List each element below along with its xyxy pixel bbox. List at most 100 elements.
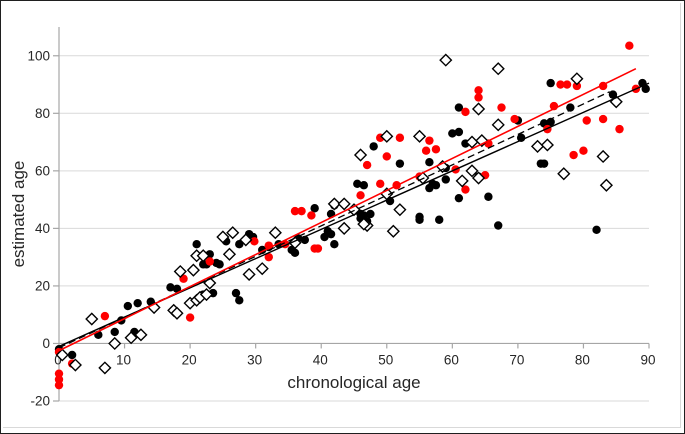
x-tick-label: 90 <box>640 352 655 367</box>
data-point-open-diamond <box>465 164 479 178</box>
data-point-red-circle <box>313 244 323 253</box>
data-point-red-circle <box>572 81 582 91</box>
data-point-black-circle <box>172 284 182 293</box>
data-point-black-circle <box>310 204 319 213</box>
data-point-black-circle <box>546 78 555 88</box>
data-point-black-circle <box>192 240 201 249</box>
data-point-red-circle <box>54 375 64 384</box>
data-point-open-diamond <box>173 264 187 279</box>
data-point-black-circle <box>484 192 493 201</box>
data-point-red-circle <box>474 93 483 102</box>
data-point-black-circle <box>359 181 369 190</box>
data-point-black-circle <box>454 193 464 203</box>
data-point-open-diamond <box>596 149 610 164</box>
data-point-open-diamond <box>239 233 253 247</box>
data-point-open-diamond <box>393 203 407 217</box>
data-point-black-circle <box>290 248 300 258</box>
data-point-red-circle <box>307 211 316 220</box>
data-point-red-circle <box>461 185 470 194</box>
data-point-open-diamond <box>471 102 486 116</box>
data-point-black-circle <box>215 260 224 269</box>
data-point-black-circle <box>166 283 175 292</box>
data-point-open-diamond <box>108 336 122 351</box>
data-point-black-circle <box>454 103 464 112</box>
data-point-black-circle <box>454 127 464 137</box>
data-point-red-circle <box>598 114 608 124</box>
data-point-red-circle <box>356 191 365 200</box>
x-tick-label: 70 <box>509 352 524 367</box>
data-point-black-circle <box>231 288 241 298</box>
y-tick-label: 80 <box>35 106 50 121</box>
data-point-black-circle <box>123 301 133 311</box>
data-point-red-circle <box>382 152 391 161</box>
data-point-open-diamond <box>134 328 148 342</box>
data-point-open-diamond <box>337 197 351 211</box>
data-point-open-diamond <box>85 312 99 326</box>
y-tick-label: 60 <box>35 163 50 178</box>
trendline-red-solid-regression <box>58 67 637 352</box>
data-point-black-circle <box>133 298 142 308</box>
data-point-open-diamond <box>327 197 341 211</box>
x-tick-label: 40 <box>313 352 328 367</box>
data-point-black-circle <box>425 183 434 193</box>
x-tick-label: 60 <box>444 352 459 367</box>
trendline-black-dashed-regression <box>58 91 610 349</box>
data-point-black-circle <box>235 240 244 249</box>
data-point-open-diamond <box>353 148 368 162</box>
data-point-red-circle <box>625 41 634 50</box>
y-tick-label: 100 <box>27 48 50 63</box>
y-axis-title: estimated age <box>9 160 28 268</box>
data-point-open-diamond <box>170 306 184 320</box>
data-point-red-circle <box>297 206 306 216</box>
data-point-open-diamond <box>98 361 112 375</box>
data-point-red-circle <box>582 116 591 125</box>
data-point-black-circle <box>67 350 77 360</box>
data-point-open-diamond <box>491 62 505 76</box>
x-tick-label: 30 <box>247 352 262 367</box>
data-point-red-circle <box>185 313 195 322</box>
data-point-red-circle <box>461 107 470 117</box>
data-point-red-circle <box>421 146 431 155</box>
data-point-open-diamond <box>199 287 214 302</box>
y-tick-label: 20 <box>35 278 50 293</box>
x-tick-label: 10 <box>116 352 131 367</box>
data-point-red-circle <box>54 369 64 378</box>
data-point-black-circle <box>536 159 546 168</box>
data-point-black-circle <box>353 179 362 188</box>
y-tick-label: 0 <box>42 336 50 351</box>
x-tick-label: 20 <box>182 352 197 367</box>
data-point-red-circle <box>556 80 565 89</box>
data-point-open-diamond <box>540 138 554 152</box>
data-point-black-circle <box>425 158 434 167</box>
data-point-red-circle <box>362 160 372 170</box>
data-point-black-circle <box>369 142 378 151</box>
x-axis-title: chronological age <box>287 373 421 392</box>
data-point-black-circle <box>431 181 441 190</box>
data-point-black-circle <box>441 175 450 184</box>
data-point-black-circle <box>235 296 244 305</box>
data-point-red-circle <box>425 136 434 145</box>
data-point-open-diamond <box>439 53 453 67</box>
data-point-red-circle <box>205 257 214 266</box>
data-point-open-diamond <box>242 267 256 282</box>
data-point-black-circle <box>326 229 336 239</box>
data-point-open-diamond <box>337 221 351 235</box>
data-point-red-circle <box>250 237 259 246</box>
data-point-open-diamond <box>530 139 545 153</box>
data-point-open-diamond <box>599 178 613 192</box>
data-point-open-diamond <box>471 171 486 185</box>
data-point-red-circle <box>562 80 572 89</box>
data-point-open-diamond <box>268 226 282 240</box>
data-point-open-diamond <box>55 348 69 362</box>
data-point-open-diamond <box>557 167 571 181</box>
data-point-black-circle <box>435 215 444 224</box>
data-point-black-circle <box>415 215 424 224</box>
data-point-red-circle <box>510 114 519 124</box>
data-point-red-circle <box>395 133 405 142</box>
data-point-open-diamond <box>222 247 237 261</box>
data-point-open-diamond <box>124 331 138 345</box>
data-point-open-diamond <box>455 174 469 188</box>
data-point-black-circle <box>494 221 503 230</box>
